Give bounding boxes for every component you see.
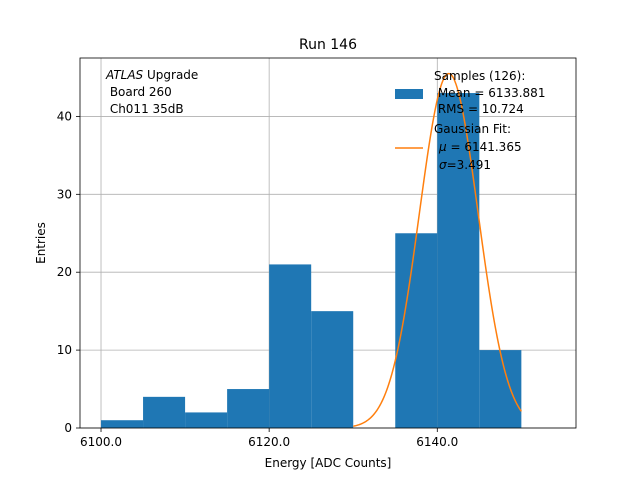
atlas-annotation: ATLAS Upgrade Board 260 Ch011 35dB <box>105 68 198 116</box>
legend-samples-rms: RMS = 10.724 <box>434 102 524 116</box>
legend-fit-mu: μ = 6141.365 <box>438 140 522 154</box>
x-tick-label: 6120.0 <box>248 435 290 449</box>
y-tick-label: 10 <box>57 343 72 357</box>
annotation-line-1: ATLAS Upgrade <box>105 68 198 82</box>
y-axis-ticks: 0 10 20 30 40 <box>57 109 80 435</box>
y-tick-label: 0 <box>64 421 72 435</box>
plot-frame <box>79 57 577 429</box>
y-tick-label: 20 <box>57 265 72 279</box>
y-tick-label: 40 <box>57 109 72 123</box>
histogram-bar <box>143 396 186 428</box>
legend-samples-title: Samples (126): <box>434 69 525 83</box>
legend-sigma-value: =3.491 <box>447 158 491 172</box>
histogram-bar <box>101 420 144 428</box>
legend-samples-swatch <box>395 89 423 99</box>
x-axis-ticks: 6100.0 6120.0 6140.0 <box>80 428 458 449</box>
histogram-bar <box>185 412 228 428</box>
legend-fit-sigma: σ=3.491 <box>439 158 491 172</box>
histogram-bar <box>269 264 312 428</box>
annotation-line-3: Ch011 35dB <box>106 102 184 116</box>
y-axis-label: Entries <box>34 222 48 264</box>
histogram-bars <box>101 93 522 428</box>
chart-title: Run 146 <box>299 37 357 53</box>
histogram-bar <box>311 311 354 428</box>
annotation-upgrade: Upgrade <box>143 68 198 82</box>
legend-mu-symbol: μ <box>438 140 447 154</box>
annotation-line-2: Board 260 <box>106 85 172 99</box>
histogram-bar <box>227 389 270 428</box>
gaussian-fit-curve <box>353 72 522 427</box>
legend: Samples (126): Mean = 6133.881 RMS = 10.… <box>395 69 545 172</box>
y-tick-label: 30 <box>57 187 72 201</box>
histogram-bar <box>479 350 522 428</box>
legend-mu-value: = 6141.365 <box>447 140 522 154</box>
x-axis-label: Energy [ADC Counts] <box>265 456 392 470</box>
legend-sigma-symbol: σ <box>439 158 447 172</box>
histogram-bar <box>437 93 480 428</box>
legend-fit-title: Gaussian Fit: <box>434 122 511 136</box>
x-tick-label: 6100.0 <box>80 435 122 449</box>
legend-samples-mean: Mean = 6133.881 <box>434 86 545 100</box>
annotation-italic: ATLAS <box>105 68 144 82</box>
x-tick-label: 6140.0 <box>416 435 458 449</box>
